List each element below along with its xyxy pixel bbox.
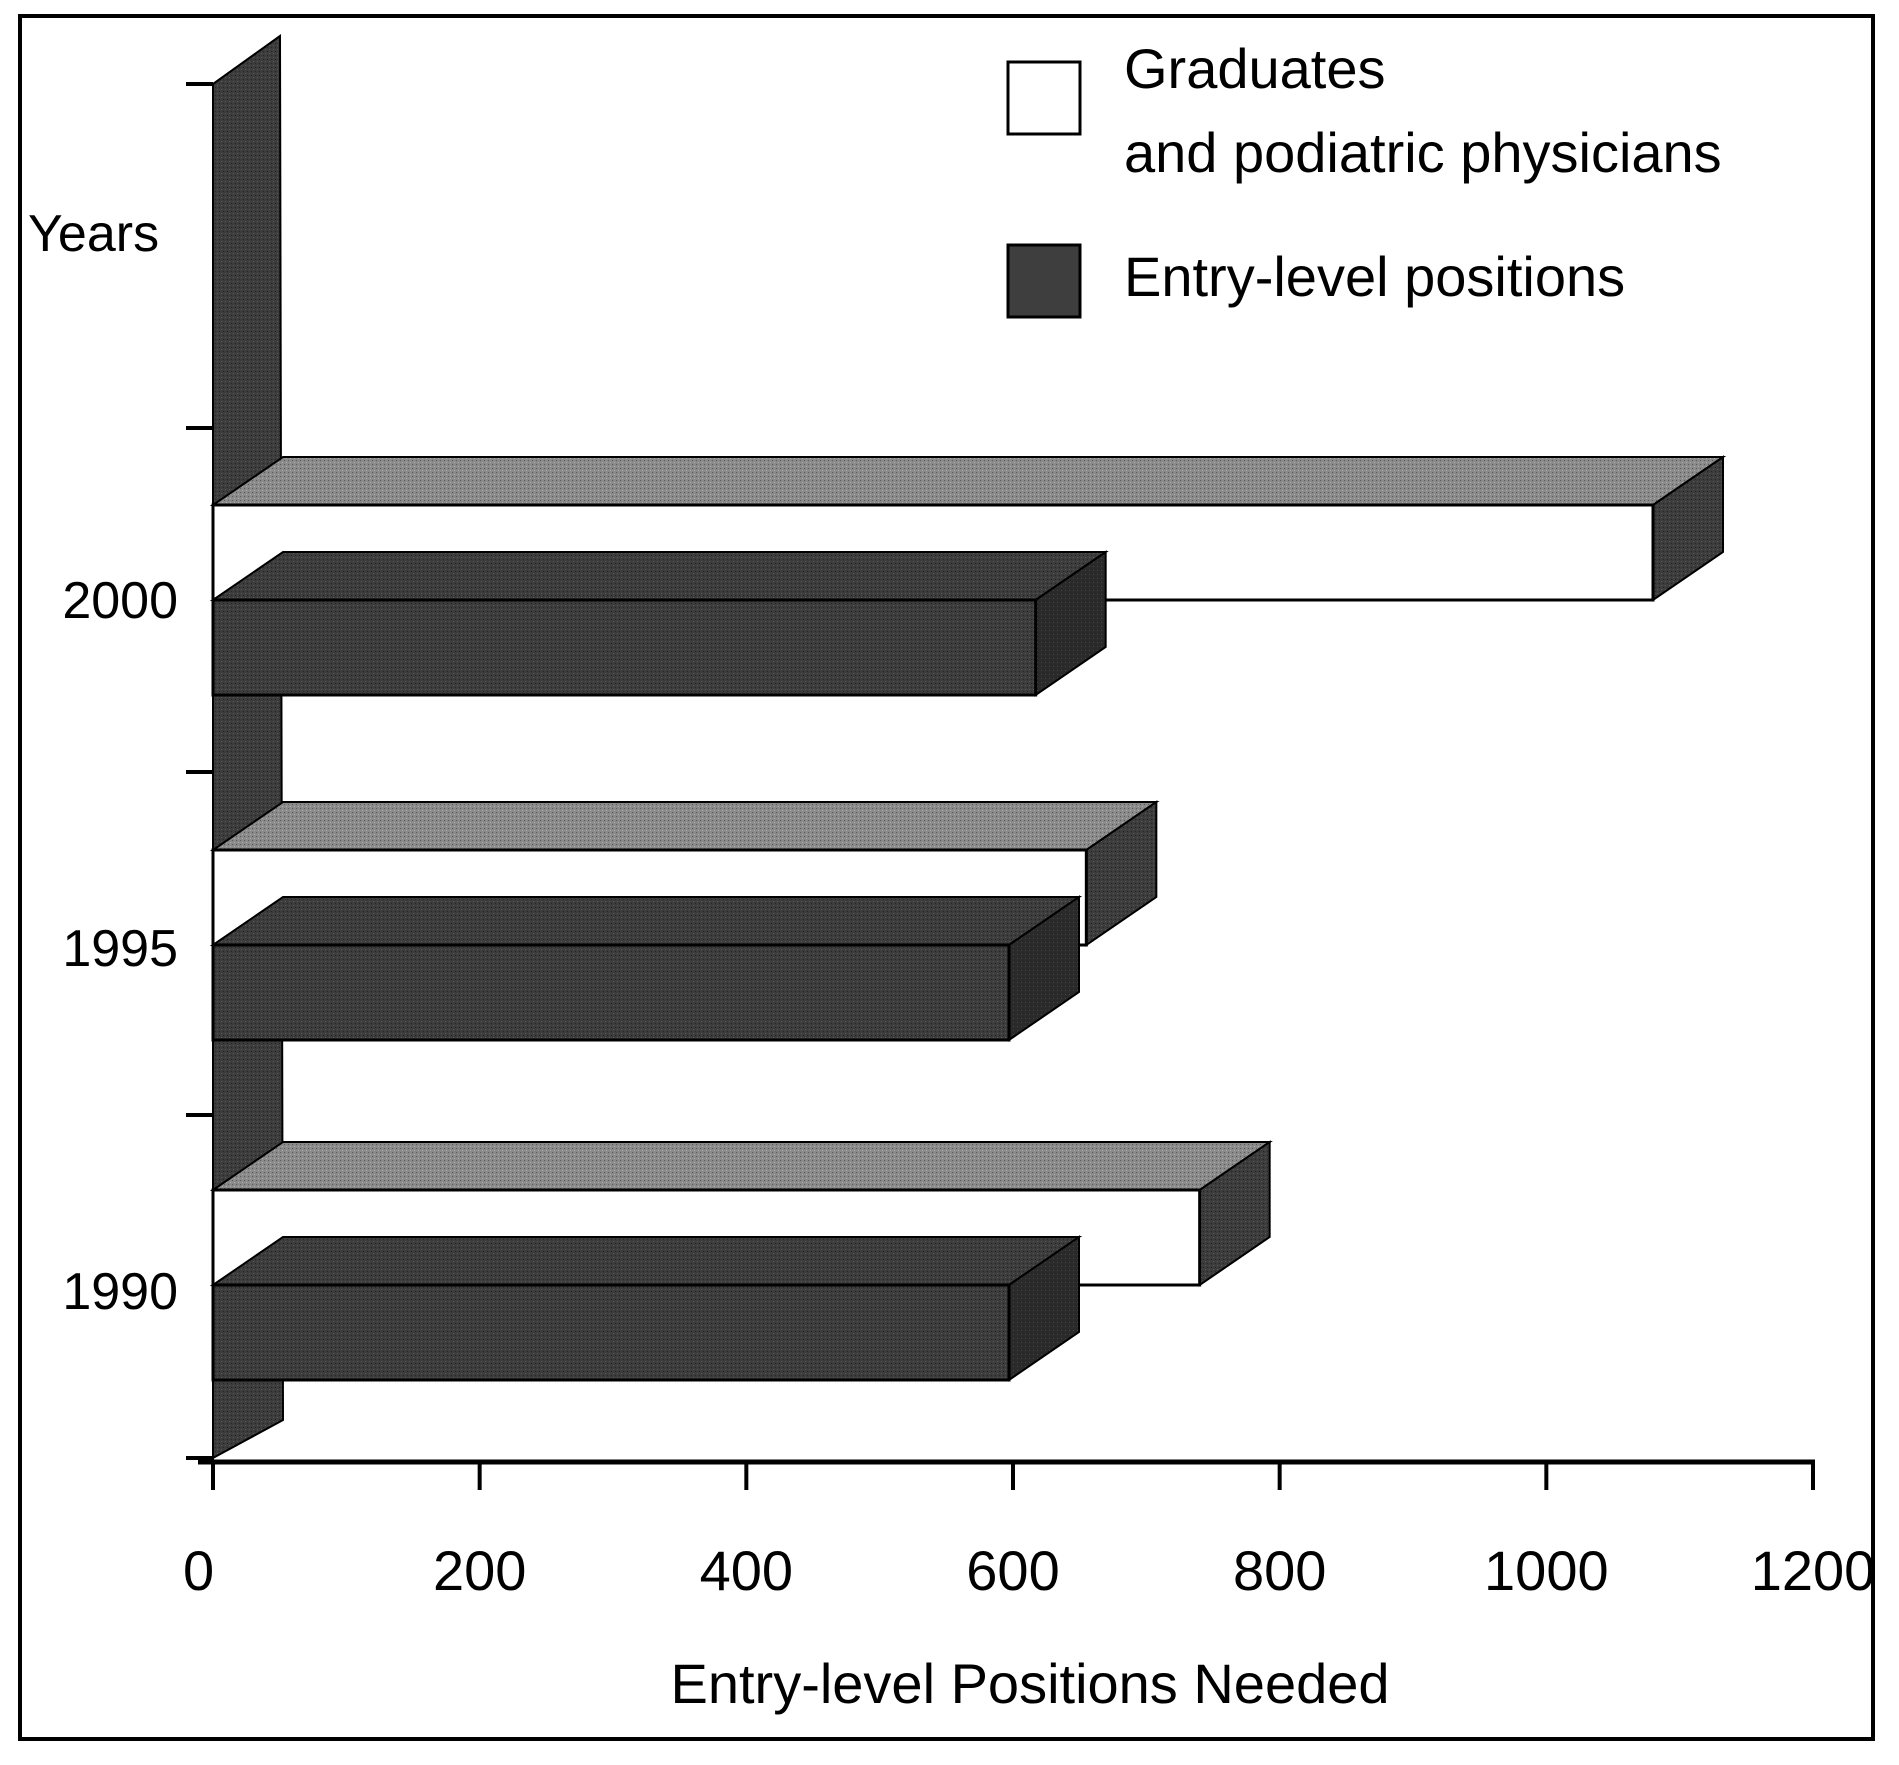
x-tick-label: 1000 — [1484, 1539, 1609, 1602]
bar-front-face — [211, 598, 1038, 697]
y-tick-label-1990: 1990 — [62, 1263, 178, 1321]
bar-1990-entry-level — [209, 1235, 1083, 1382]
legend-item-entry-level: Entry-level positions — [1006, 243, 1625, 319]
legend: Graduates and podiatric physicians Entry-l… — [1006, 37, 1722, 319]
bar-2000-entry-level — [209, 550, 1109, 697]
legend-item-graduates: Graduates and podiatric physicians — [1006, 37, 1722, 184]
y-axis-tick-marks — [186, 82, 214, 1462]
legend-label: and podiatric physicians — [1124, 121, 1722, 184]
bar-series-group — [209, 455, 1727, 1382]
bar-top-face — [209, 456, 1727, 506]
bar-front-face — [211, 943, 1011, 1042]
bar-1995-entry-level — [209, 895, 1083, 1042]
x-tick-label: 1200 — [1751, 1539, 1876, 1602]
y-axis-title: Years — [28, 205, 159, 263]
legend-swatch — [1006, 60, 1082, 136]
legend-swatch — [1006, 243, 1082, 319]
x-tick-label: 800 — [1233, 1539, 1326, 1602]
x-tick-label: 0 — [183, 1539, 214, 1602]
bar-front-face — [211, 1283, 1011, 1382]
x-axis-title: Entry-level Positions Needed — [670, 1652, 1389, 1715]
legend-label: Graduates — [1124, 37, 1386, 100]
y-axis-tick-labels: 1990 1995 2000 — [62, 572, 178, 1321]
x-axis-ticks: 0 200 400 600 800 1000 1200 — [183, 1462, 1875, 1602]
x-tick-label: 400 — [700, 1539, 793, 1602]
x-tick-label: 200 — [433, 1539, 526, 1602]
bar-top-face — [209, 801, 1160, 851]
x-tick-label: 600 — [966, 1539, 1059, 1602]
legend-label: Entry-level positions — [1124, 245, 1625, 308]
bar-top-face — [209, 896, 1083, 946]
bar-top-face — [209, 1141, 1273, 1191]
y-tick-label-2000: 2000 — [62, 572, 178, 630]
y-tick-label-1995: 1995 — [62, 920, 178, 978]
bar-top-face — [209, 551, 1109, 601]
bar-top-face — [209, 1236, 1083, 1286]
